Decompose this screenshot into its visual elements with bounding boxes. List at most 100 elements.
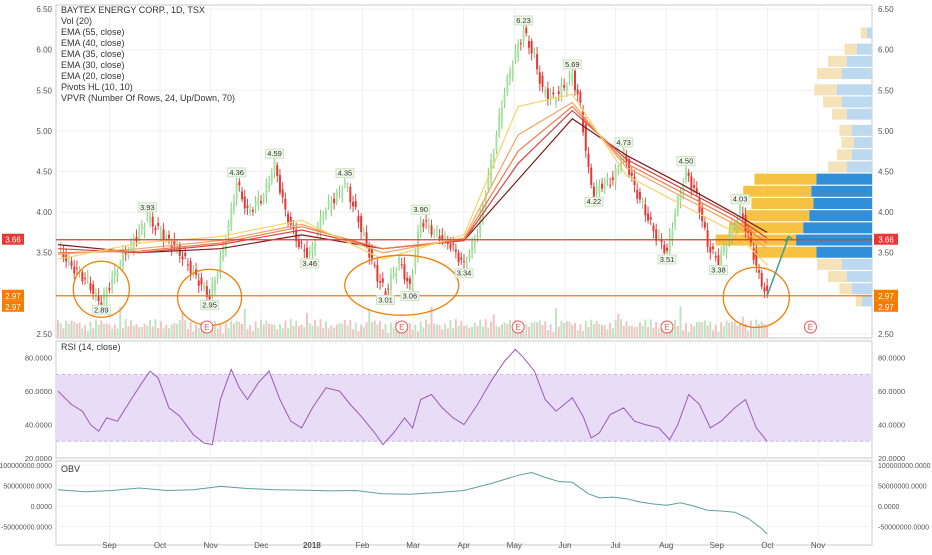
- candle-body: [89, 283, 92, 291]
- earnings-marker: [511, 320, 525, 334]
- volume-bar: [703, 320, 706, 338]
- volume-bar: [641, 325, 644, 338]
- candle-body: [509, 72, 512, 79]
- earnings-marker-label: E: [399, 323, 404, 332]
- volume-bar: [487, 327, 490, 338]
- volume-bar: [571, 324, 574, 338]
- candle-body: [427, 225, 430, 228]
- volume-bar: [655, 321, 658, 338]
- vpvr-up-bar: [839, 283, 852, 295]
- pivot-label-box: [454, 268, 474, 279]
- x-tick-label: 2018: [303, 541, 321, 550]
- candle-body: [97, 295, 100, 301]
- candle-body: [663, 244, 666, 253]
- vpvr-down-bar: [856, 43, 872, 55]
- candle-body: [246, 205, 249, 208]
- volume-bar: [349, 319, 352, 338]
- volume-bar: [546, 329, 549, 338]
- volume-bar: [338, 322, 341, 338]
- candle-body: [565, 86, 568, 91]
- volume-bar: [324, 321, 327, 338]
- candle-body: [425, 220, 428, 222]
- volume-bar: [741, 316, 744, 338]
- vpvr-up-bar: [751, 197, 814, 209]
- volume-bar: [576, 330, 579, 338]
- volume-bar: [97, 324, 100, 338]
- candle-body: [138, 230, 141, 241]
- candle-body: [582, 110, 585, 133]
- candle-body: [644, 204, 647, 216]
- vpvr-up-bar: [836, 149, 852, 161]
- candle-body: [495, 134, 498, 151]
- volume-bar: [471, 326, 474, 338]
- volume-bar: [84, 325, 87, 338]
- candle-body: [619, 162, 622, 170]
- volume-bar: [465, 325, 468, 338]
- volume-bar: [649, 319, 652, 338]
- x-tick-label: May: [507, 541, 522, 550]
- highlight-ellipse: [344, 254, 460, 316]
- volume-bar: [167, 328, 170, 338]
- candle-body: [200, 277, 203, 285]
- candle-body: [533, 52, 536, 55]
- y-tick-label-right: 6.00: [878, 46, 894, 55]
- volume-bar: [322, 327, 325, 338]
- vpvr-down-bar: [861, 295, 872, 307]
- candle-body: [208, 296, 211, 300]
- candle-body: [666, 247, 668, 251]
- volume-bar: [86, 331, 89, 338]
- obv-y-label-left: -50000000.0000: [1, 525, 52, 532]
- volume-bar: [492, 314, 495, 338]
- candle-body: [695, 188, 698, 193]
- volume-bar: [609, 323, 612, 338]
- candle-body: [546, 88, 549, 100]
- candle-body: [487, 174, 490, 190]
- pivot-label-box: [91, 304, 111, 315]
- volume-bar: [360, 324, 363, 338]
- vpvr-up-bar: [816, 68, 842, 80]
- legend-entry: EMA (40, close): [61, 38, 125, 48]
- candle-body: [111, 278, 114, 289]
- volume-bar: [333, 327, 336, 338]
- candle-body: [471, 240, 474, 253]
- volume-bar: [652, 327, 655, 338]
- volume-bar: [706, 325, 709, 338]
- candle-body: [660, 239, 663, 243]
- rsi-y-label-right: 60.0000: [878, 387, 905, 396]
- candle-body: [701, 206, 704, 222]
- volume-bar: [295, 320, 298, 338]
- volume-bar: [587, 327, 590, 338]
- obv-pane-title: OBV: [61, 464, 81, 474]
- volume-bar: [760, 321, 763, 338]
- volume-bar: [763, 323, 766, 338]
- volume-bar: [617, 313, 620, 338]
- x-tick-label: Oct: [761, 541, 774, 550]
- pivot-label: 3.34: [457, 269, 472, 278]
- candle-body: [435, 230, 438, 232]
- candle-body: [728, 236, 731, 240]
- earnings-marker-label: E: [204, 323, 209, 332]
- volume-bar: [590, 319, 593, 338]
- volume-bar: [592, 324, 595, 338]
- level-tag-right: [874, 233, 898, 245]
- candle-body: [94, 292, 97, 295]
- volume-bar: [579, 324, 582, 338]
- volume-bar: [444, 323, 447, 338]
- volume-bar: [709, 321, 712, 338]
- candle-body: [414, 255, 417, 268]
- volume-bar: [441, 329, 444, 338]
- volume-bar: [327, 328, 330, 338]
- candle-body: [706, 230, 709, 247]
- y-tick-label-left: 2.50: [36, 330, 52, 339]
- volume-bar: [176, 323, 179, 338]
- pivot-label: 2.95: [202, 300, 217, 309]
- volume-bar: [151, 326, 154, 338]
- candle-body: [736, 219, 739, 227]
- pivot-label-box: [300, 258, 320, 269]
- y-tick-label-left: 5.50: [36, 86, 52, 95]
- pivot-label-box: [411, 204, 431, 215]
- pivot-label: 3.51: [660, 255, 675, 264]
- rsi-y-label-left: 20.0000: [25, 454, 52, 463]
- volume-bar: [181, 311, 184, 338]
- volume-bar: [435, 324, 438, 338]
